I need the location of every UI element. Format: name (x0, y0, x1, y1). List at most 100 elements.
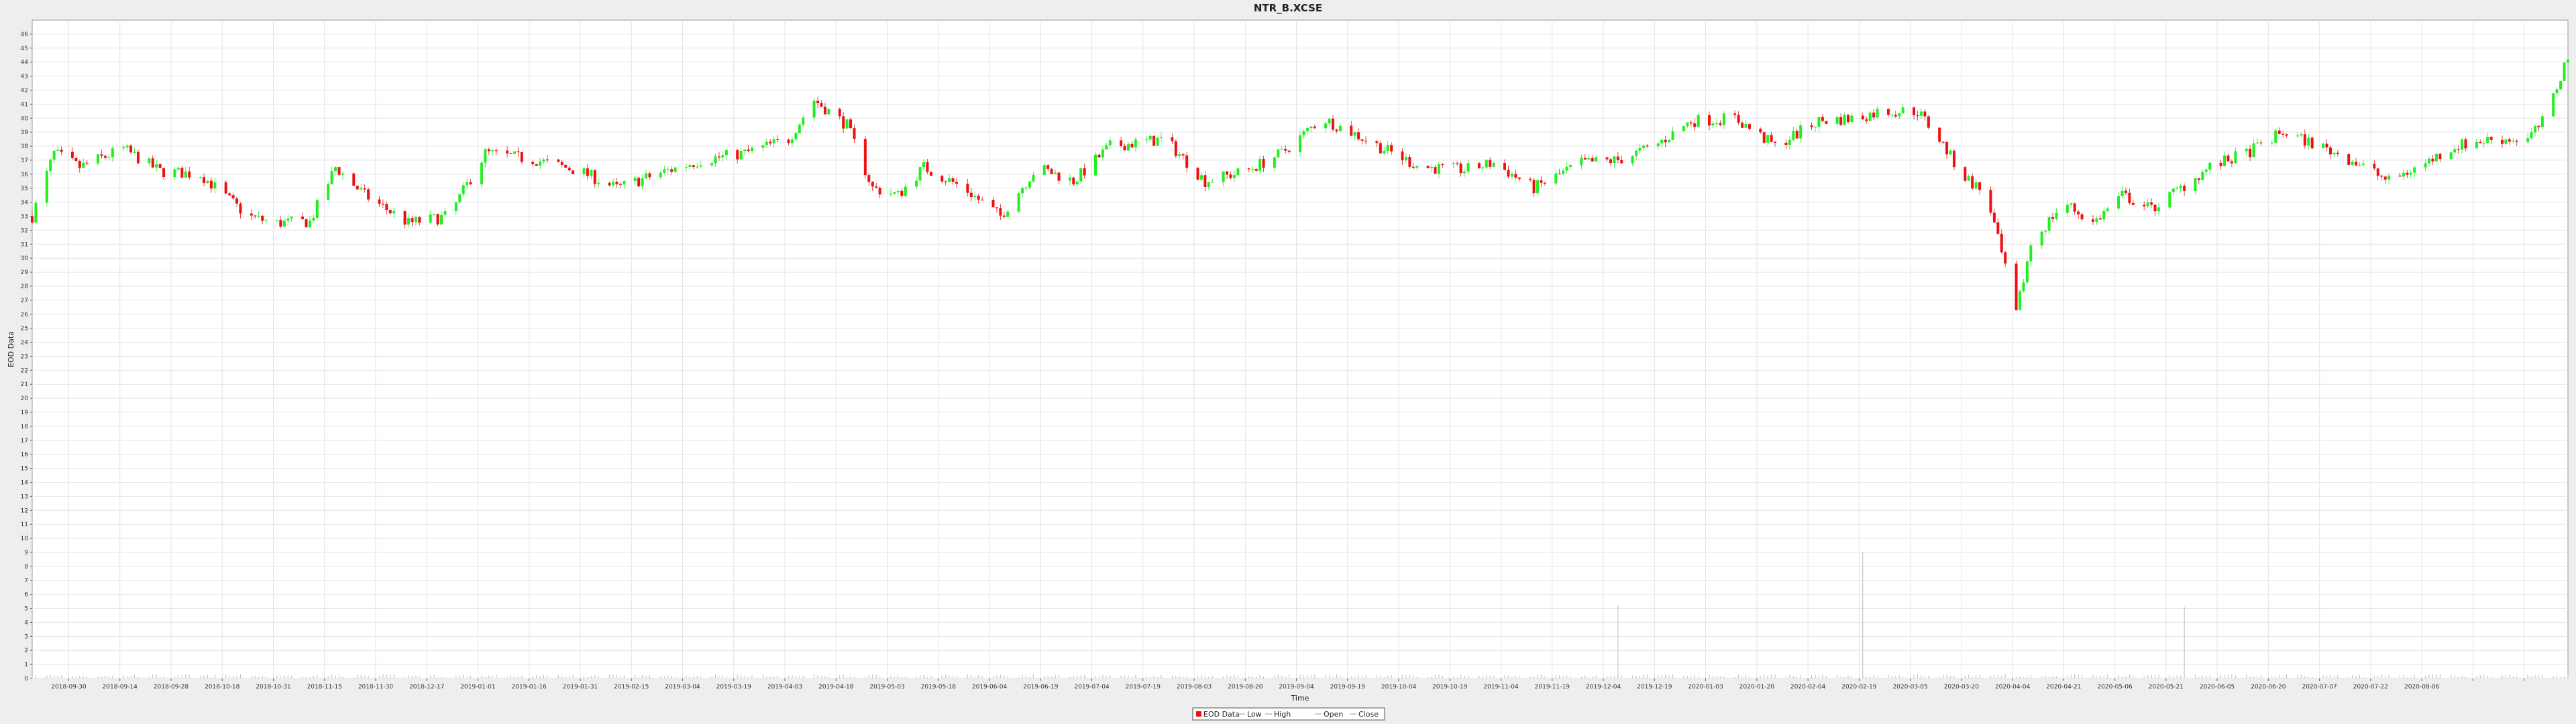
volume-bar (2410, 676, 2412, 678)
volume-bar (536, 675, 537, 678)
x-tick-label: 2020-03-20 (1944, 684, 1980, 690)
candle-down (1489, 160, 1492, 167)
volume-bar (1354, 676, 1356, 678)
candle-up (2117, 196, 2121, 209)
volume-bar (331, 674, 333, 678)
candle-up (327, 184, 330, 200)
candle-up (1850, 115, 1854, 123)
volume-bar (1248, 676, 1250, 678)
volume-bar (2198, 677, 2200, 678)
candle-up (2486, 137, 2489, 143)
volume-bar (437, 676, 439, 678)
volume-bar (2326, 675, 2328, 678)
volume-bar (156, 674, 157, 678)
candle-up (56, 149, 60, 151)
candle-down (1203, 175, 1207, 187)
candle-up (2563, 62, 2566, 81)
volume-bar (1822, 674, 1823, 678)
candle-down (1247, 168, 1250, 170)
y-tick-label: 10 (21, 536, 29, 542)
volume-bar (1771, 674, 1772, 678)
volume-bar (945, 675, 947, 678)
candle-up (1222, 171, 1225, 182)
candle-up (765, 141, 768, 145)
volume-bar (2180, 676, 2182, 678)
candle-down (1616, 156, 1619, 161)
y-tick-label: 32 (21, 227, 28, 234)
candle-down (305, 219, 308, 227)
y-tick-label: 24 (21, 340, 29, 347)
x-tick-label: 2020-08-06 (2404, 684, 2440, 690)
candle-down (2537, 125, 2540, 127)
candle-up (176, 168, 180, 170)
volume-bar (1055, 674, 1056, 678)
candle-down (1825, 121, 1828, 124)
y-tick-label: 25 (21, 326, 28, 333)
candle-down (1002, 215, 1006, 217)
candle-up (2234, 151, 2237, 164)
y-tick-label: 31 (21, 241, 28, 248)
volume-bar (1124, 676, 1126, 678)
candle-up (1967, 176, 1970, 181)
candle-down (776, 139, 780, 140)
candle-down (1923, 111, 1927, 117)
candle-down (535, 164, 538, 166)
candle-up (1017, 193, 1020, 212)
candle-up (1148, 135, 1152, 139)
candle-up (315, 200, 319, 218)
candle-up (684, 167, 688, 168)
candle-down (1916, 115, 1919, 116)
x-tick-label: 2020-02-04 (1790, 684, 1826, 690)
candle-up (1042, 165, 1046, 175)
candle-up (454, 202, 458, 212)
x-tick-label: 2019-07-04 (1074, 684, 1110, 690)
candle-up (1631, 156, 1634, 164)
candle-up (582, 168, 586, 174)
candle-down (1821, 117, 1824, 121)
candle-up (721, 155, 724, 158)
candle-up (34, 202, 38, 223)
volume-bar (50, 675, 51, 678)
volume-bar (1643, 674, 1644, 678)
volume-bar (2107, 674, 2108, 678)
x-tick-label: 2019-08-20 (1228, 684, 1263, 690)
volume-bar (875, 674, 877, 678)
volume-bar (2227, 674, 2229, 678)
volume-bar (378, 675, 380, 678)
volume-bar (788, 676, 789, 678)
candle-down (2153, 204, 2157, 212)
candle-down (1978, 182, 1982, 190)
volume-bar (1738, 674, 1739, 678)
x-tick-label: 2019-12-19 (1637, 684, 1672, 690)
volume-bar (1329, 674, 1330, 678)
candle-up (845, 119, 849, 129)
volume-bar (1895, 676, 1896, 678)
candle-down (418, 217, 421, 223)
candle-down (842, 116, 845, 129)
candle-down (2077, 211, 2080, 215)
volume-bar (1716, 676, 1717, 678)
volume-bar (2249, 676, 2251, 678)
y-tick-label: 26 (21, 312, 29, 318)
y-tick-label: 40 (21, 115, 29, 122)
y-tick-label: 27 (21, 298, 28, 304)
x-tick-label: 2019-05-18 (921, 684, 957, 690)
volume-bar (1913, 675, 1915, 678)
volume-bar (1825, 676, 1827, 678)
volume-bar (802, 675, 804, 678)
x-tick-label: 2019-01-01 (460, 684, 495, 690)
candle-up (1697, 115, 1700, 127)
candle-down (1719, 123, 1722, 125)
candle-down (2183, 186, 2186, 191)
volume-bar (667, 675, 669, 678)
y-tick-label: 14 (21, 479, 29, 486)
candle-down (871, 182, 874, 187)
candle-up (1386, 145, 1389, 151)
volume-bar (1964, 675, 1966, 678)
volume-bar (2078, 674, 2079, 678)
volume-bar (229, 676, 230, 678)
volume-bar (2067, 676, 2068, 678)
volume-bar (645, 675, 647, 678)
candle-up (1635, 150, 1638, 156)
candle-down (469, 182, 472, 184)
